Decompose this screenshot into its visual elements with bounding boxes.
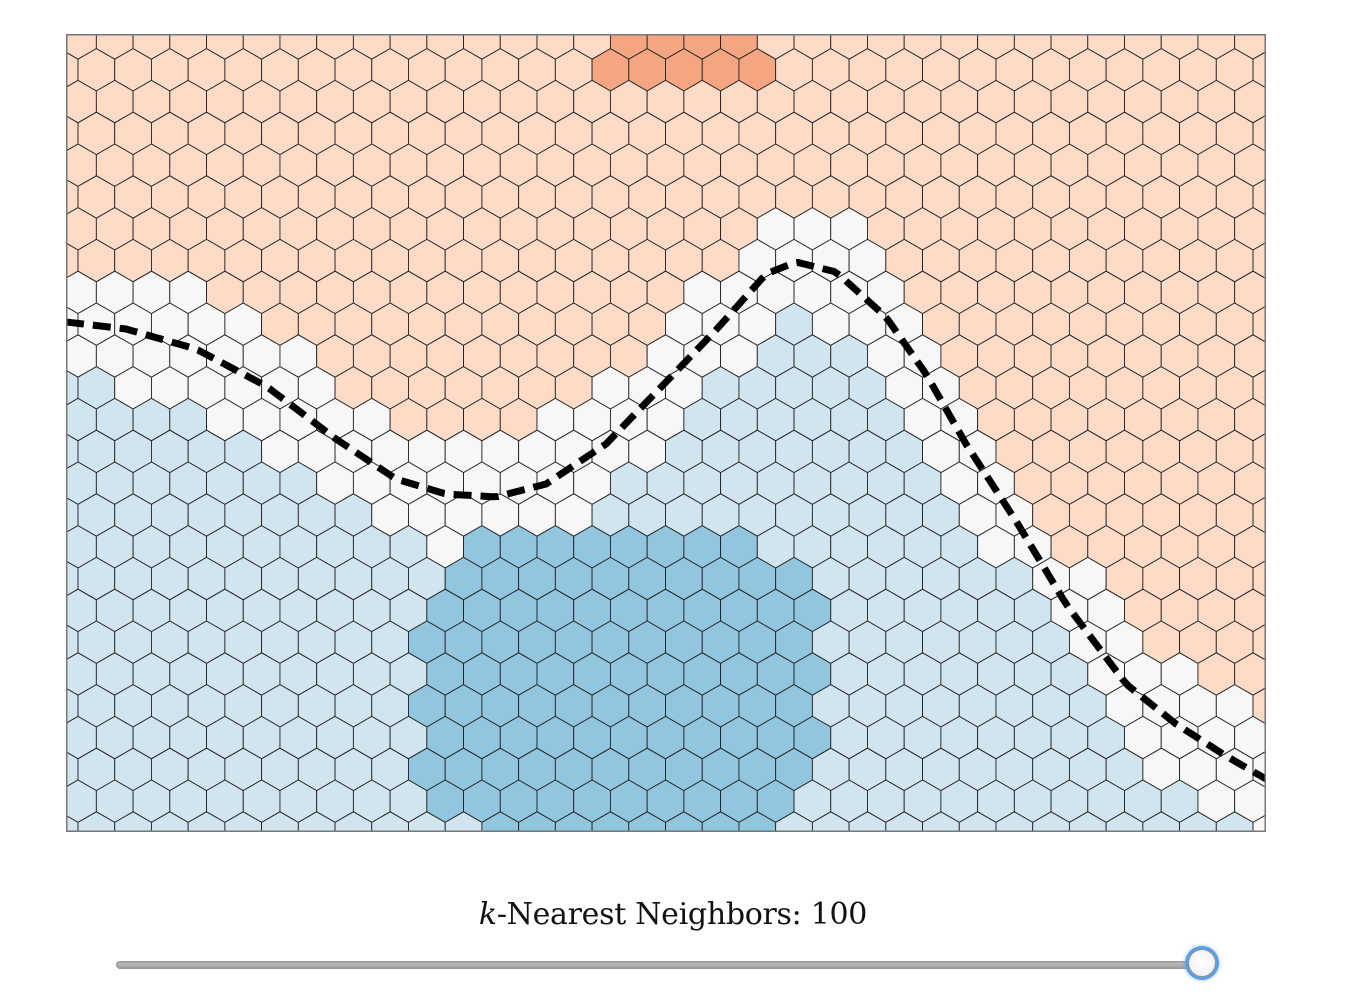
slider-caption: k-Nearest Neighbors: 100 <box>0 897 1346 932</box>
hex-grid-canvas <box>66 34 1266 832</box>
hex-cell <box>1252 559 1266 598</box>
hex-cell <box>1252 623 1266 661</box>
hex-cell <box>1252 814 1266 832</box>
hex-cell <box>1252 369 1266 407</box>
k-variable-label: k <box>478 897 497 932</box>
caption-text: -Nearest Neighbors: <box>496 897 811 932</box>
hex-cells <box>66 34 1266 832</box>
slider-track[interactable] <box>116 961 1206 969</box>
hex-cell <box>1252 305 1266 343</box>
hex-cell <box>1252 496 1266 534</box>
hex-cell <box>1252 241 1266 280</box>
k-value: 100 <box>810 897 868 932</box>
hex-cell <box>1252 51 1266 89</box>
decision-boundary-line <box>66 258 1266 783</box>
knn-hex-plot <box>66 34 1266 832</box>
k-neighbors-slider[interactable] <box>116 947 1220 983</box>
hex-cell <box>1252 432 1266 471</box>
hex-cell <box>1252 114 1266 153</box>
plot-border <box>66 34 1266 832</box>
slider-thumb[interactable] <box>1188 949 1216 977</box>
hex-cell <box>1252 687 1266 725</box>
hex-cell <box>1252 178 1266 216</box>
